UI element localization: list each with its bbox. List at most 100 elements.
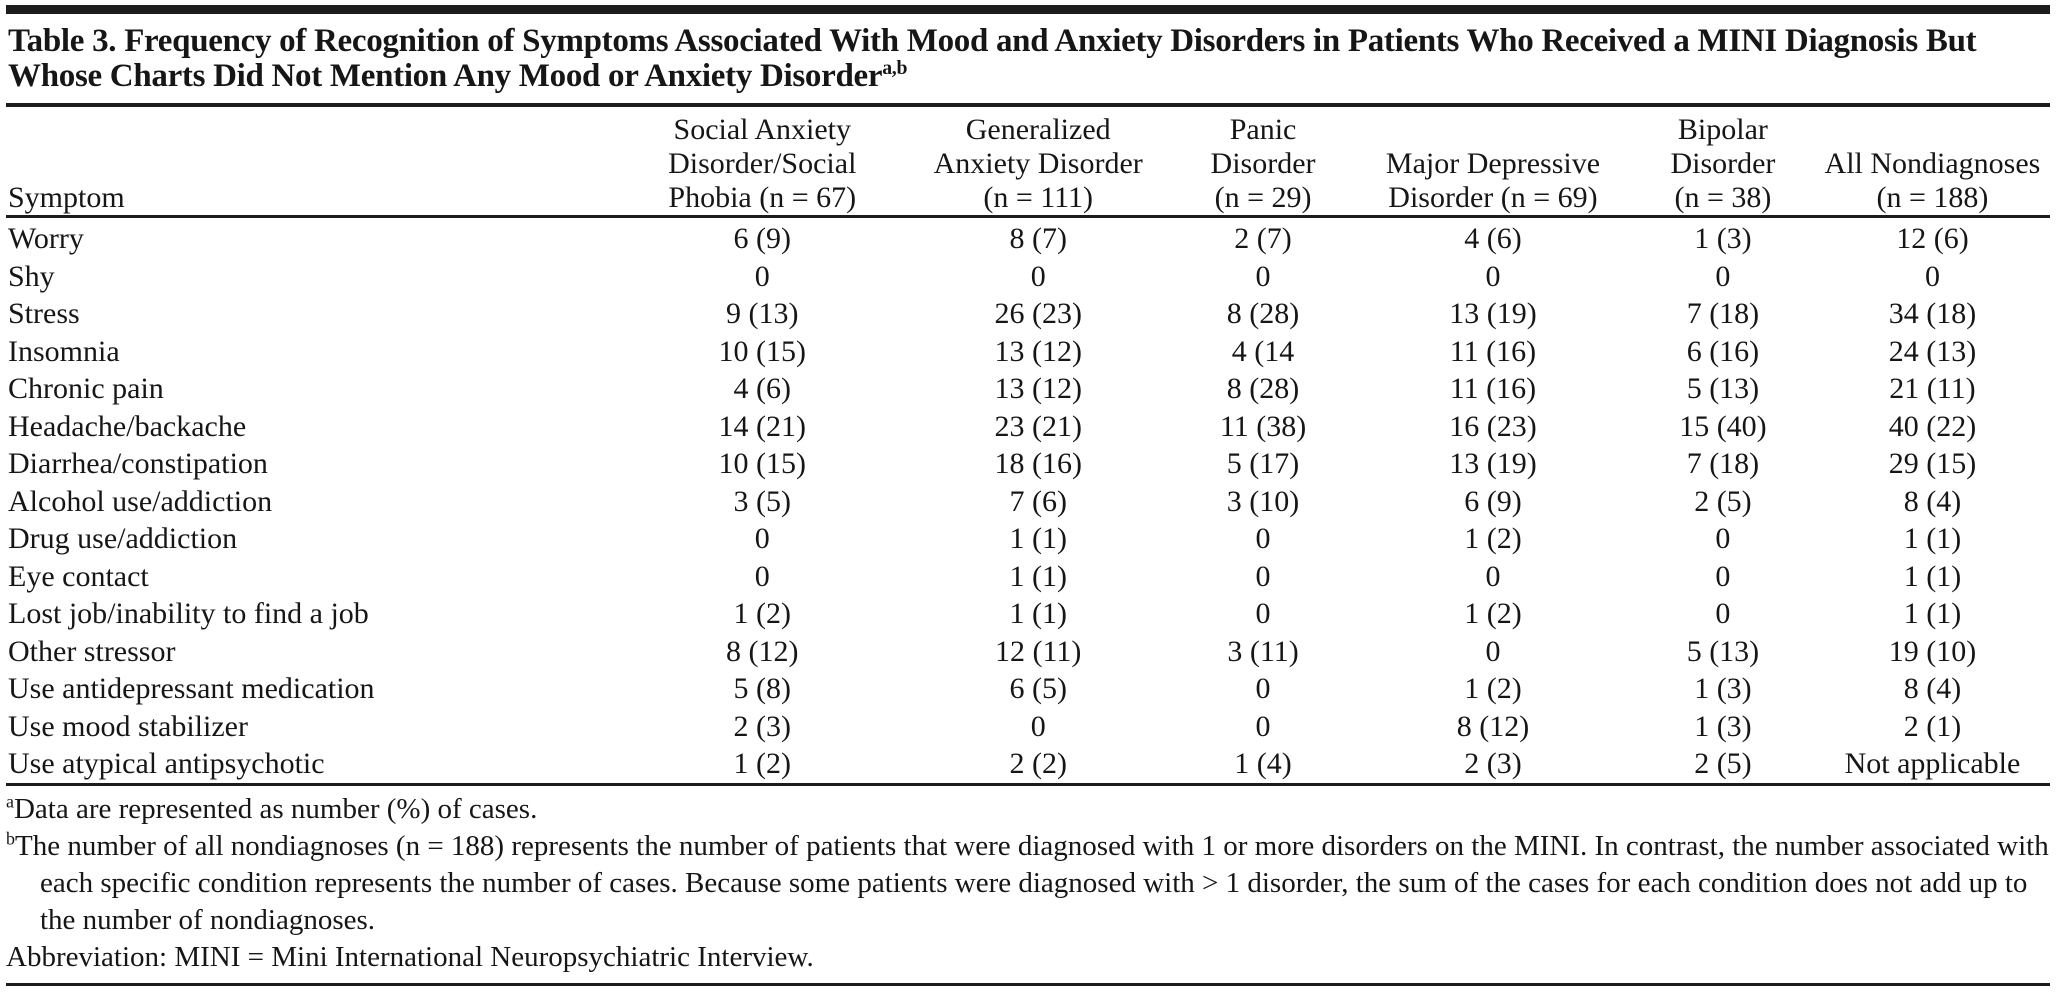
value-cell: 4 (6) [733, 372, 791, 405]
value-cell: 3 (11) [1227, 634, 1299, 668]
title-footnote-marker: a,b [882, 57, 908, 79]
value-cell: 0 [1485, 634, 1501, 668]
value-cell: 0 [1715, 597, 1731, 630]
table-row: Diarrhea/constipation 10 (15) 18 (16) 5 (17… [6, 445, 2050, 483]
value-cell: 1 (1) [1903, 522, 1962, 555]
table-row: Alcohol use/addiction 3 (5) 7 (6) 3 (10) 6 (… [6, 483, 2050, 521]
value-cell: 24 (13) [1888, 334, 1977, 368]
value-cell: 0 [754, 259, 770, 293]
table-row: Worry 6 (9) 8 (7) 2 (7) 4 (6) 1 (3) 12 (6) [6, 217, 2050, 258]
value-cell: 26 (23) [994, 297, 1082, 330]
value-cell: 0 [1255, 672, 1271, 705]
value-cell: 13 (12) [994, 372, 1082, 405]
symptom-cell: Lost job/inability to find a job [8, 597, 369, 630]
value-cell: 1 (3) [1694, 222, 1752, 255]
value-cell: 0 [1715, 522, 1731, 555]
table-row: Chronic pain 4 (6) 13 (12) 8 (28) 11 (16) 5 (… [6, 370, 2050, 408]
value-cell: 8 (4) [1903, 672, 1962, 705]
value-cell: 10 (15) [718, 334, 806, 368]
value-cell: 1 (3) [1694, 709, 1752, 743]
value-cell: 34 (18) [1888, 297, 1977, 330]
column-header-major-depressive: Major Depressive Disorder (n = 69) [1355, 113, 1631, 218]
value-cell: 16 (23) [1449, 409, 1537, 443]
value-cell: 3 (5) [733, 484, 791, 518]
value-cell: 40 (22) [1888, 409, 1977, 443]
symptom-cell: Eye contact [8, 559, 149, 593]
bottom-rule [6, 982, 2050, 986]
footnote-marker: b [6, 827, 15, 848]
value-cell: 4 (14 [1231, 334, 1295, 368]
value-cell: 8 (12) [1456, 709, 1530, 743]
symptom-cell: Other stressor [8, 634, 176, 668]
value-cell: 29 (15) [1888, 447, 1977, 480]
table-row: Drug use/addiction 0 1 (1) 0 1 (2) 0 1 (1) [6, 520, 2050, 558]
value-cell: 1 (4) [1234, 747, 1292, 780]
value-cell: 1 (1) [1009, 522, 1067, 555]
value-cell: 7 (18) [1686, 447, 1760, 480]
value-cell: 1 (1) [1009, 559, 1067, 593]
footnote: aData are represented as number (%) of c… [6, 790, 538, 825]
symptom-cell: Stress [8, 297, 80, 330]
value-cell: 6 (9) [733, 222, 791, 255]
value-cell: 2 (5) [1694, 747, 1752, 780]
value-cell: 2 (3) [1464, 747, 1522, 780]
value-cell: 0 [1485, 259, 1501, 293]
table-row: Stress 9 (13) 26 (23) 8 (28) 13 (19) 7 (18) 34… [6, 295, 2050, 333]
value-cell: 10 (15) [718, 447, 806, 480]
top-rule [6, 5, 2050, 14]
value-cell: 3 (10) [1226, 484, 1300, 518]
header-row: Symptom Social Anxiety Disorder/Social Phob… [6, 113, 2050, 218]
value-cell: 8 (28) [1226, 372, 1300, 405]
value-cell: 2 (5) [1694, 484, 1752, 518]
value-cell: 1 (1) [1903, 559, 1962, 593]
value-cell: 7 (6) [1009, 484, 1067, 518]
table-row: Insomnia 10 (15) 13 (12) 4 (14 11 (16) 6 (16)… [6, 333, 2050, 371]
value-cell: 7 (18) [1686, 297, 1760, 330]
symptom-cell: Use antidepressant medication [8, 672, 375, 705]
value-cell: 0 [1255, 709, 1271, 743]
value-cell: 6 (16) [1686, 334, 1760, 368]
column-header-social-anxiety: Social Anxiety Disorder/Social Phobia (n =… [619, 113, 906, 218]
value-cell: 6 (9) [1464, 484, 1522, 518]
column-header-symptom: Symptom [6, 113, 620, 218]
value-cell: 1 (2) [733, 747, 791, 780]
value-cell: 15 (40) [1679, 409, 1767, 443]
value-cell: 1 (1) [1903, 597, 1962, 630]
value-cell: 19 (10) [1888, 634, 1977, 668]
value-cell: 0 [1255, 559, 1271, 593]
value-cell: 18 (16) [994, 447, 1082, 480]
value-cell: 9 (13) [726, 297, 799, 330]
value-cell: 0 [754, 522, 770, 555]
symptom-frequency-table: Symptom Social Anxiety Disorder/Social Phob… [6, 113, 2050, 786]
table-row: Use atypical antipsychotic 1 (2) 2 (2) 1 (4… [6, 745, 2050, 784]
value-cell: 5 (8) [733, 672, 791, 705]
symptom-cell: Shy [8, 259, 55, 293]
value-cell: 0 [754, 559, 770, 593]
value-cell: 5 (13) [1686, 634, 1760, 668]
value-cell: 13 (12) [994, 334, 1082, 368]
value-cell: 1 (2) [1464, 597, 1522, 630]
table-row: Other stressor 8 (12) 12 (11) 3 (11) 0 5 (13)… [6, 633, 2050, 671]
value-cell: 2 (3) [733, 709, 791, 743]
value-cell: 0 [1924, 259, 1940, 293]
value-cell: 11 (38) [1219, 409, 1307, 443]
value-cell: 1 (1) [1009, 597, 1067, 630]
value-cell: 1 (2) [733, 597, 791, 630]
value-cell: 2 (7) [1234, 222, 1292, 255]
value-cell: 11 (16) [1449, 372, 1537, 405]
table-title-text: Table 3. Frequency of Recognition of Sym… [8, 23, 1977, 94]
value-cell: 12 (6) [1896, 222, 1969, 255]
column-header-panic: Panic Disorder (n = 29) [1171, 113, 1356, 218]
value-cell: 8 (12) [726, 634, 799, 668]
table-row: Eye contact 0 1 (1) 0 0 0 1 (1) [6, 558, 2050, 596]
value-cell: 23 (21) [994, 409, 1082, 443]
table-row: Use antidepressant medication 5 (8) 6 (5) 0… [6, 670, 2050, 708]
table-footnotes: aData are represented as number (%) of c… [6, 791, 2050, 976]
table-row: Use mood stabilizer 2 (3) 0 0 8 (12) 1 (3) 2 (… [6, 708, 2050, 746]
value-cell: 0 [1255, 259, 1271, 293]
table-row: Shy 0 0 0 0 0 0 [6, 258, 2050, 296]
symptom-cell: Alcohol use/addiction [8, 484, 273, 518]
value-cell: 12 (11) [995, 634, 1082, 668]
symptom-cell: Headache/backache [8, 409, 247, 443]
